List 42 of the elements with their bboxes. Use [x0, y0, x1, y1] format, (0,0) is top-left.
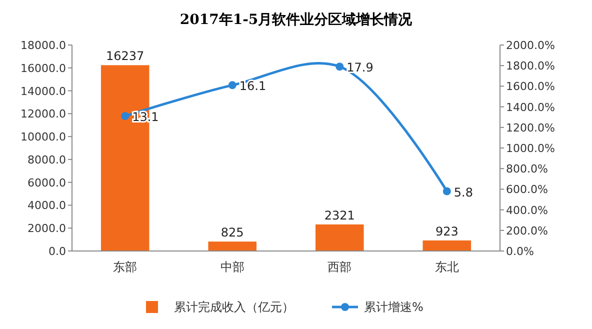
y2-tick-label: 1800.0% [506, 60, 555, 73]
data-label: 923 [435, 224, 458, 238]
y-tick-label: 2000.0 [28, 222, 66, 236]
data-label: 16.1 [239, 79, 266, 94]
y2-tick-label: 200.0% [506, 224, 548, 238]
legend-label: 累计完成收入（亿元） [174, 300, 294, 314]
bar [208, 242, 256, 251]
data-label: 5.8 [454, 185, 473, 200]
y2-tick-label: 600.0% [506, 183, 548, 196]
x-tick-label: 西部 [328, 260, 352, 274]
y2-tick-label: 400.0% [506, 204, 548, 217]
y-tick-label: 8000.0 [28, 153, 66, 166]
y-tick-label: 6000.0 [28, 176, 66, 190]
y2-tick-label: 1000.0% [506, 142, 555, 155]
y-tick-label: 10000.0 [20, 130, 66, 144]
data-label: 2321 [324, 208, 355, 222]
bar [316, 224, 364, 251]
x-tick-label: 东部 [113, 260, 138, 274]
bar [422, 240, 472, 251]
data-label: 825 [220, 226, 244, 240]
legend-label: 累计增速% [364, 300, 424, 314]
data-label: 16237 [106, 49, 144, 64]
y-tick-label: 18000.0 [20, 39, 66, 52]
y-tick-label: 12000.0 [20, 108, 66, 121]
y2-tick-label: 2000.0% [506, 39, 555, 52]
chart-title: 2017年1-5月软件业分区域增长情况 [180, 12, 414, 28]
point [228, 81, 236, 90]
y2-tick-label: 1400.0% [506, 100, 555, 114]
point [336, 62, 344, 71]
y2-tick-label: 0.0% [506, 245, 534, 258]
y2-tick-label: 1600.0% [506, 80, 555, 94]
point [442, 187, 451, 196]
x-tick-label: 东北 [434, 260, 459, 274]
y-tick-label: 4000.0 [28, 199, 66, 212]
point [121, 112, 130, 120]
y2-tick-label: 1200.0% [506, 121, 555, 134]
y-tick-label: 14000.0 [20, 84, 66, 98]
x-tick-label: 中部 [220, 260, 244, 274]
y-tick-label: 0.0 [48, 245, 66, 258]
y-tick-label: 16000.0 [20, 62, 66, 75]
y2-tick-label: 800.0% [506, 162, 548, 176]
data-label: 17.9 [346, 60, 374, 75]
